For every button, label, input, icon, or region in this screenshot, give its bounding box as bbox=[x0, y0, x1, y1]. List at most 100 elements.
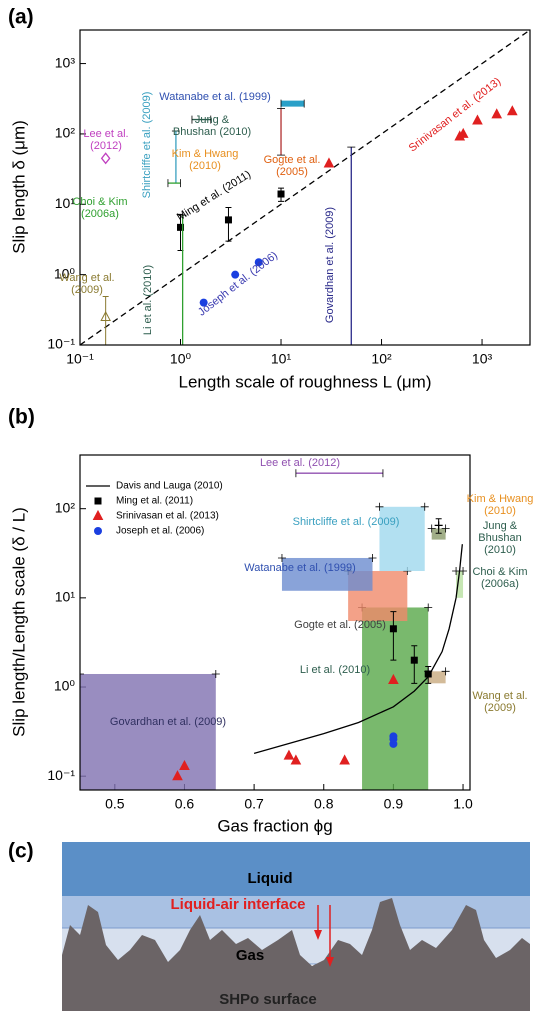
gas-label: Gas bbox=[236, 947, 264, 964]
surface-label: SHPo surface bbox=[219, 991, 317, 1008]
x-tick-label: 0.6 bbox=[175, 796, 195, 812]
series-label: Wang et al. (2009) bbox=[59, 272, 115, 296]
marker bbox=[424, 670, 432, 678]
y-tick-label: 10⁰ bbox=[54, 265, 76, 281]
marker bbox=[290, 754, 302, 765]
marker bbox=[388, 673, 399, 684]
error-bar bbox=[102, 295, 109, 345]
error-bar bbox=[390, 611, 397, 661]
range-box bbox=[428, 671, 446, 684]
marker bbox=[472, 114, 483, 125]
x-axis-title: Gas fraction ϕg bbox=[217, 816, 332, 835]
legend-label: Srinivasan et al. (2013) bbox=[116, 511, 219, 522]
marker bbox=[434, 521, 443, 530]
series-label: Li et al. (2010) bbox=[299, 664, 371, 676]
interface-label: Liquid-air interface bbox=[170, 896, 305, 913]
marker bbox=[100, 310, 111, 322]
series-label: Watanabe et al. (1999) bbox=[159, 91, 271, 103]
marker bbox=[254, 258, 263, 267]
error-bar bbox=[411, 645, 418, 684]
marker bbox=[283, 749, 295, 760]
series-label: Jung & Bhushan (2010) bbox=[172, 114, 252, 138]
series-label: Lee et al. (2012) bbox=[83, 128, 129, 152]
series-label: Jung & Bhushan (2010) bbox=[478, 520, 522, 556]
y-tick-label: 10⁰ bbox=[54, 678, 76, 694]
corner-mark bbox=[344, 567, 412, 576]
series-label: Gogte et al. (2005) bbox=[294, 619, 386, 631]
liquid-layer bbox=[62, 842, 530, 896]
marker bbox=[172, 770, 183, 781]
x-tick-label: 10¹ bbox=[271, 351, 292, 367]
y-tick-label: 10¹ bbox=[55, 195, 76, 211]
range-box bbox=[431, 528, 446, 540]
x-tick-label: 10³ bbox=[472, 351, 493, 367]
marker bbox=[506, 105, 518, 116]
error-bar bbox=[225, 207, 232, 242]
x-tick-label: 0.5 bbox=[105, 796, 125, 812]
y-axis-title: Slip length/Length scale (δ / L) bbox=[9, 507, 28, 737]
plot-frame bbox=[79, 29, 531, 346]
marker bbox=[231, 270, 240, 279]
panel-label: (a) bbox=[8, 6, 34, 29]
marker bbox=[491, 108, 503, 119]
y-tick-label: 10⁻¹ bbox=[47, 336, 75, 352]
y-axis-title: Slip length δ (μm) bbox=[9, 120, 28, 254]
annotation: Kim & Hwang (2010) bbox=[171, 148, 239, 172]
corner-mark bbox=[427, 524, 450, 533]
line bbox=[80, 30, 530, 345]
plot-area bbox=[80, 30, 530, 345]
x-axis-title: Length scale of roughness L (μm) bbox=[179, 372, 432, 391]
arrow-head bbox=[326, 957, 334, 967]
interface-layer bbox=[62, 896, 530, 928]
series-label: Gogte et al. (2005) bbox=[263, 154, 321, 178]
series-label: Kim & Hwang (2010) bbox=[466, 493, 534, 517]
range-box bbox=[80, 673, 216, 790]
series-label: Watanabe et al. (1999) bbox=[244, 562, 356, 574]
corner-mark bbox=[80, 669, 220, 678]
corner-mark bbox=[424, 667, 450, 676]
series-label: Wang et al. (2009) bbox=[472, 690, 528, 714]
y-tick-label: 10¹ bbox=[55, 589, 76, 605]
range-box bbox=[379, 506, 425, 572]
legend-swatch bbox=[92, 509, 104, 520]
series-label: Choi & Kim (2006a) bbox=[472, 566, 528, 590]
marker bbox=[339, 754, 350, 765]
x-tick-label: 0.8 bbox=[314, 796, 334, 812]
series-label: Choi & Kim (2006a) bbox=[72, 196, 128, 220]
range-box bbox=[456, 571, 464, 598]
x-tick-label: 1.0 bbox=[453, 796, 473, 812]
chart: (b) Gas fraction ϕg Slip length/Length sca… bbox=[8, 406, 473, 836]
marker bbox=[389, 625, 397, 633]
marker bbox=[177, 223, 185, 231]
x-tick-label: 0.9 bbox=[384, 796, 404, 812]
corner-mark bbox=[277, 553, 377, 562]
series-label: Govardhan et al. (2009) bbox=[109, 716, 227, 728]
series-label: Govardhan et al. (2009) bbox=[324, 206, 336, 324]
marker bbox=[224, 216, 232, 224]
series-label: Li et al. (2010) bbox=[142, 264, 154, 336]
range-box bbox=[362, 607, 429, 790]
x-tick-label: 10⁻¹ bbox=[66, 351, 94, 367]
chart: (a) Length scale of roughness L (μm) Slip … bbox=[8, 6, 531, 391]
panel-label: (c) bbox=[8, 840, 34, 863]
marker bbox=[179, 759, 190, 771]
marker bbox=[410, 656, 418, 664]
liquid-label: Liquid bbox=[248, 870, 293, 887]
legend-swatch bbox=[94, 497, 102, 505]
marker bbox=[199, 298, 208, 307]
x-tick-label: 10⁰ bbox=[170, 351, 192, 367]
legend-label: Joseph et al. (2006) bbox=[116, 526, 204, 537]
x-tick-label: 10² bbox=[371, 351, 392, 367]
diagram: (c) Liquid Liquid-air interface Gas SHPo… bbox=[8, 840, 530, 1011]
marker bbox=[100, 152, 111, 165]
marker bbox=[389, 732, 398, 741]
y-tick-label: 10³ bbox=[55, 54, 76, 70]
rough-surface bbox=[62, 898, 530, 1011]
y-tick-label: 10² bbox=[55, 499, 76, 515]
plot-area bbox=[80, 469, 468, 790]
x-tick-label: 0.7 bbox=[244, 796, 264, 812]
panel-label: (b) bbox=[8, 406, 35, 429]
corner-mark bbox=[375, 502, 429, 511]
series-label: Lee et al. (2012) bbox=[259, 457, 341, 469]
